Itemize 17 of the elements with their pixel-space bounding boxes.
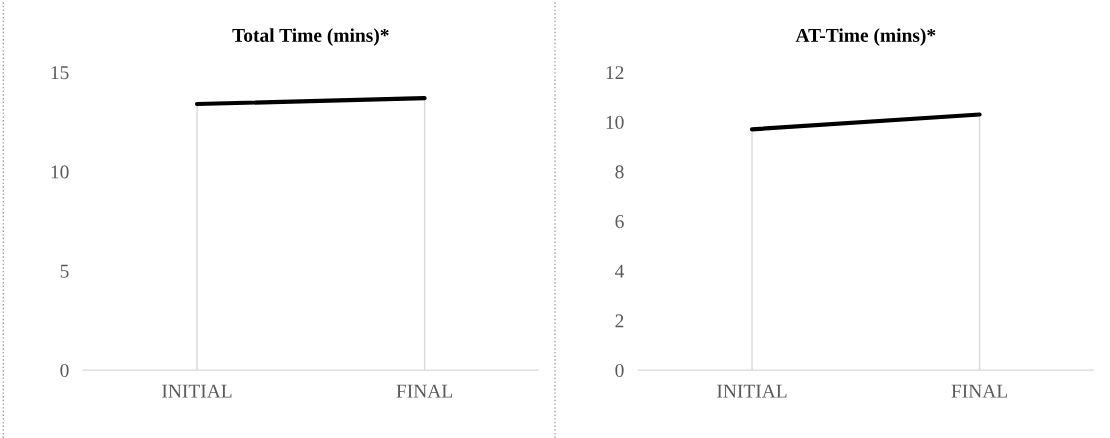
x-tick-label: FINAL	[396, 384, 453, 398]
x-tick-label: INITIAL	[717, 384, 787, 398]
y-tick-label: 0	[60, 363, 69, 378]
chart-title: AT-Time (mins)*	[795, 28, 936, 46]
y-tick-label: 15	[51, 66, 69, 80]
y-tick-label: 5	[60, 264, 69, 278]
y-tick-label: 12	[606, 66, 624, 80]
y-tick-label: 6	[615, 215, 624, 229]
chart-title: Total Time (mins)*	[232, 28, 389, 46]
y-tick-label: 10	[606, 115, 624, 129]
y-tick-label: 2	[615, 314, 624, 328]
y-tick-label: 8	[615, 165, 624, 179]
y-tick-label: 0	[615, 363, 624, 378]
y-tick-label: 4	[615, 264, 625, 278]
x-tick-label: FINAL	[951, 384, 1008, 398]
x-tick-label: INITIAL	[162, 384, 232, 398]
y-tick-label: 10	[51, 165, 69, 179]
